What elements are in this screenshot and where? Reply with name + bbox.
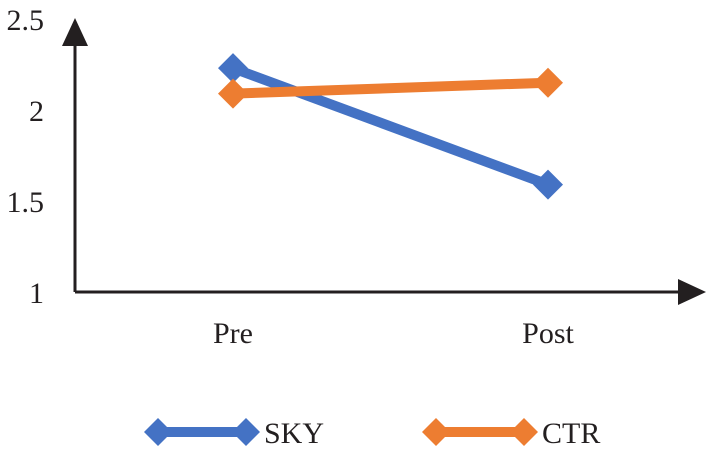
y-tick-label: 2.5 xyxy=(7,4,45,37)
x-tick-labels: Pre Post xyxy=(213,317,575,350)
axes xyxy=(62,18,706,305)
data-point-ctr-post xyxy=(533,67,563,98)
legend: SKY CTR xyxy=(144,417,600,450)
legend-item-sky: SKY xyxy=(144,417,324,450)
series-sky xyxy=(218,53,563,200)
legend-marker-right xyxy=(510,418,538,446)
x-tick-label: Post xyxy=(522,317,574,350)
legend-marker-right xyxy=(232,418,260,446)
y-tick-label: 2 xyxy=(29,95,44,128)
y-axis-arrow xyxy=(62,18,88,46)
y-tick-label: 1.5 xyxy=(7,186,45,219)
x-tick-label: Pre xyxy=(213,317,253,350)
data-point-ctr-pre xyxy=(218,78,248,109)
series-layer xyxy=(218,53,563,200)
series-ctr xyxy=(218,67,563,109)
legend-label: CTR xyxy=(542,417,600,450)
legend-marker-left xyxy=(144,418,172,446)
y-tick-labels: 1 1.5 2 2.5 xyxy=(7,4,45,310)
y-tick-label: 1 xyxy=(29,277,44,310)
series-line-ctr xyxy=(232,77,549,99)
legend-item-ctr: CTR xyxy=(422,417,600,450)
legend-marker-left xyxy=(422,418,450,446)
legend-label: SKY xyxy=(264,417,324,450)
data-point-sky-post xyxy=(533,169,563,200)
data-point-sky-pre xyxy=(218,53,248,84)
x-axis-arrow xyxy=(678,279,706,305)
